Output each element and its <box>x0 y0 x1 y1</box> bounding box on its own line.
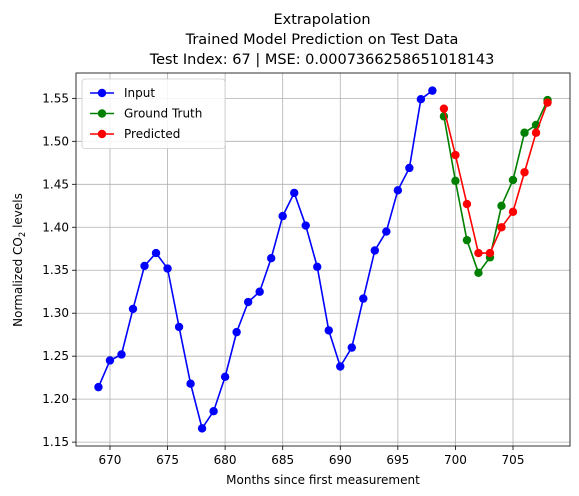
data-point <box>520 128 529 137</box>
x-tick-label: 685 <box>271 453 294 467</box>
data-point <box>290 188 299 198</box>
data-point <box>405 163 414 173</box>
x-tick-label: 675 <box>156 453 179 467</box>
data-point <box>543 98 552 107</box>
data-point <box>347 343 356 352</box>
data-point <box>439 104 449 113</box>
x-tick-label: 700 <box>444 453 467 467</box>
title-line-2: Trained Model Prediction on Test Data <box>185 32 459 48</box>
legend-marker <box>97 88 107 98</box>
y-tick-label: 1.40 <box>42 220 69 234</box>
grid <box>76 73 570 446</box>
data-point <box>520 168 529 177</box>
y-axis-label: Normalized CO2 levels <box>11 193 28 327</box>
series-line <box>443 102 549 254</box>
y-tick-label: 1.25 <box>42 349 69 363</box>
data-point <box>474 248 483 258</box>
x-tick-label: 670 <box>99 453 122 467</box>
data-point <box>531 128 541 137</box>
data-point <box>428 86 437 95</box>
data-point <box>220 372 230 382</box>
data-point <box>197 424 207 433</box>
series-input <box>94 86 437 433</box>
data-point <box>186 379 195 388</box>
y-tick-label: 1.45 <box>42 177 69 191</box>
y-tick-label: 1.35 <box>42 263 69 277</box>
data-point <box>232 327 241 337</box>
data-point <box>278 211 287 221</box>
data-point <box>140 261 149 271</box>
data-point <box>105 356 115 365</box>
data-point <box>266 254 276 263</box>
legend-item: Input <box>90 86 155 100</box>
data-point <box>462 199 472 209</box>
y-tick-label: 1.50 <box>42 134 69 148</box>
legend-label: Input <box>124 86 155 100</box>
data-point <box>393 186 403 195</box>
y-tick-label: 1.20 <box>42 392 69 406</box>
x-tick-label: 690 <box>329 453 352 467</box>
series-line <box>443 99 549 275</box>
data-point <box>497 201 506 210</box>
data-point <box>382 227 391 236</box>
legend-marker <box>97 109 107 118</box>
data-point <box>370 246 380 255</box>
data-point <box>174 322 184 332</box>
data-point <box>209 406 218 416</box>
data-point <box>462 235 472 245</box>
data-point <box>336 362 345 371</box>
x-tick-label: 695 <box>386 453 409 467</box>
data-point <box>301 221 310 230</box>
plot-frame <box>75 72 571 447</box>
plot-series <box>94 86 552 433</box>
title-line-3: Test Index: 67 | MSE: 0.0007366258651018… <box>149 52 495 68</box>
title-line-1: Extrapolation <box>273 12 370 28</box>
data-point <box>451 176 460 186</box>
legend-marker <box>97 129 107 139</box>
data-point <box>485 248 495 258</box>
data-point <box>255 287 264 296</box>
y-tick-label: 1.15 <box>42 435 69 449</box>
y-axis-label-suffix: levels <box>11 193 25 232</box>
legend-item: Predicted <box>90 127 180 141</box>
axis-ticks: 670 675 680 685 690 695 700 705 1.15 1.20 1.25 1.30… <box>42 91 524 467</box>
x-tick-label: 680 <box>214 453 237 467</box>
data-point <box>508 207 518 217</box>
data-point <box>313 262 322 272</box>
data-point <box>359 294 368 303</box>
y-tick-label: 1.55 <box>42 91 69 105</box>
y-axis-label-subscript: 2 <box>18 232 28 237</box>
data-point <box>416 95 426 104</box>
legend: Input Ground Truth Predicted <box>81 78 226 149</box>
data-point <box>117 350 126 359</box>
x-tick-label: 705 <box>502 453 525 467</box>
legend-item: Ground Truth <box>90 107 202 121</box>
legend-label: Predicted <box>124 127 180 141</box>
data-point <box>151 248 161 258</box>
data-point <box>128 304 138 314</box>
data-point <box>94 382 103 392</box>
series-ground-truth <box>439 95 552 278</box>
data-point <box>451 150 460 160</box>
legend-box <box>81 78 226 149</box>
data-point <box>508 175 518 185</box>
x-axis-label: Months since first measurement <box>226 473 420 487</box>
data-point <box>497 223 506 232</box>
series-predicted <box>439 98 552 258</box>
data-point <box>163 264 172 273</box>
y-axis-label-prefix: Normalized CO <box>11 237 25 327</box>
data-point <box>324 326 333 335</box>
data-point <box>243 297 253 307</box>
chart-title: Extrapolation Trained Model Prediction o… <box>149 12 495 68</box>
data-point <box>474 268 483 278</box>
legend-label: Ground Truth <box>124 107 202 121</box>
y-tick-label: 1.30 <box>42 306 69 320</box>
